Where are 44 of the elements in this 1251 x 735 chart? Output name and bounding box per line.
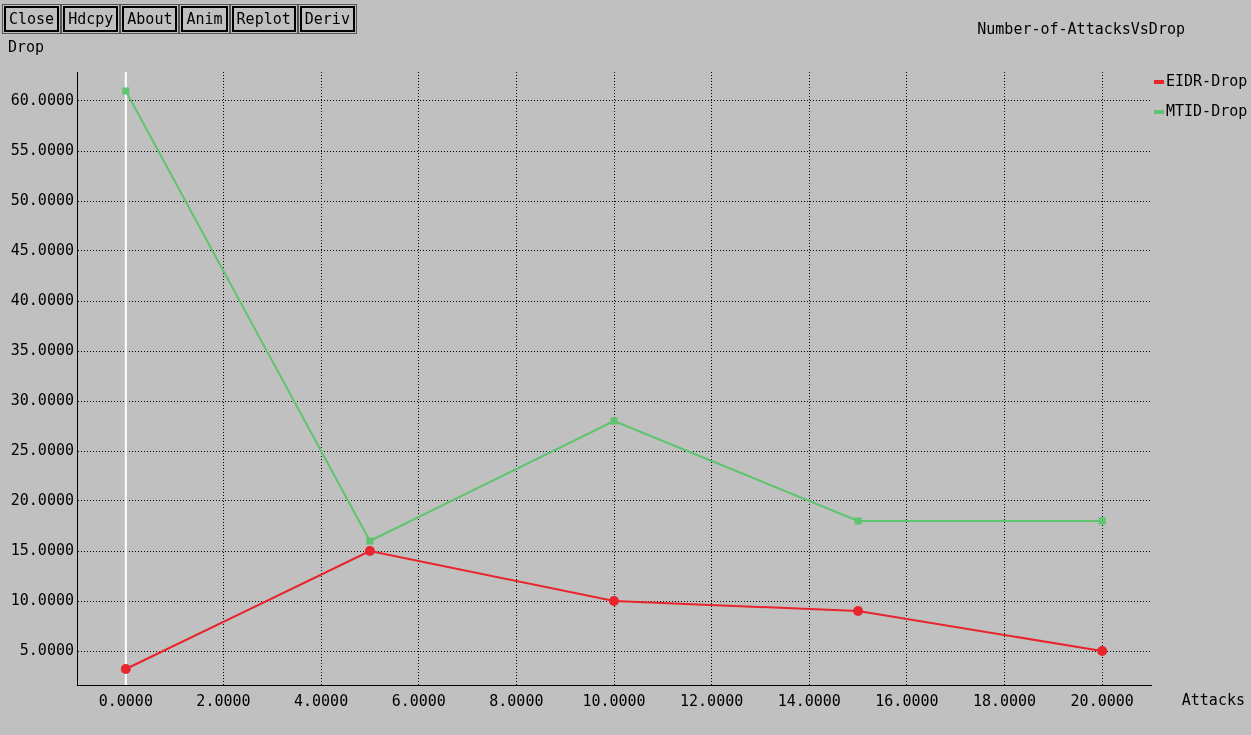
y-tick-label: 45.0000 bbox=[10, 240, 74, 259]
point bbox=[854, 517, 862, 525]
y-tick-label: 40.0000 bbox=[10, 290, 74, 309]
point bbox=[366, 537, 374, 545]
point bbox=[610, 417, 618, 425]
y-tick-label: 10.0000 bbox=[10, 590, 74, 609]
button[interactable]: Close bbox=[4, 6, 60, 32]
x-tick-label: 0.0000 bbox=[98, 691, 153, 710]
x-tick-label: 6.0000 bbox=[391, 691, 446, 710]
x-tick-label: 16.0000 bbox=[875, 691, 939, 710]
point bbox=[120, 664, 131, 674]
x-tick-label: 8.0000 bbox=[489, 691, 544, 710]
point bbox=[853, 606, 864, 616]
legend-label: MTID-Drop bbox=[1166, 102, 1248, 121]
point bbox=[1097, 646, 1108, 656]
y-axis-title: Drop bbox=[8, 38, 45, 57]
point bbox=[364, 546, 375, 556]
y-tick-label: 55.0000 bbox=[10, 140, 74, 159]
x-tick-label: 20.0000 bbox=[1070, 691, 1134, 710]
x-axis-title: Attacks bbox=[1181, 690, 1245, 709]
x-tick-label: 2.0000 bbox=[196, 691, 251, 710]
button[interactable]: Replot bbox=[231, 6, 296, 32]
x-tick-label: 14.0000 bbox=[777, 691, 841, 710]
x-tick-label: 12.0000 bbox=[680, 691, 744, 710]
y-tick-label: 5.0000 bbox=[19, 640, 74, 659]
point bbox=[122, 87, 130, 95]
y-tick-label: 60.0000 bbox=[10, 90, 74, 109]
chart-title: Number-of-AttacksVsDrop bbox=[977, 19, 1185, 38]
button[interactable]: Hdcpy bbox=[63, 6, 119, 32]
x-tick-label: 18.0000 bbox=[972, 691, 1037, 710]
x-tick-label: 4.0000 bbox=[294, 691, 349, 710]
point bbox=[1098, 517, 1106, 525]
x-tick-label: 10.0000 bbox=[582, 691, 646, 710]
y-tick-label: 30.0000 bbox=[10, 390, 74, 409]
button[interactable]: Deriv bbox=[299, 6, 355, 32]
y-tick-label: 35.0000 bbox=[10, 340, 74, 359]
legend-label: EIDR-Drop bbox=[1166, 72, 1248, 91]
y-tick-label: 15.0000 bbox=[10, 540, 74, 559]
button[interactable]: Anim bbox=[181, 6, 228, 32]
y-tick-label: 50.0000 bbox=[10, 190, 74, 209]
point bbox=[609, 596, 619, 606]
y-tick-label: 25.0000 bbox=[10, 440, 74, 459]
y-tick-label: 20.0000 bbox=[10, 490, 74, 509]
button[interactable]: About bbox=[122, 6, 178, 32]
